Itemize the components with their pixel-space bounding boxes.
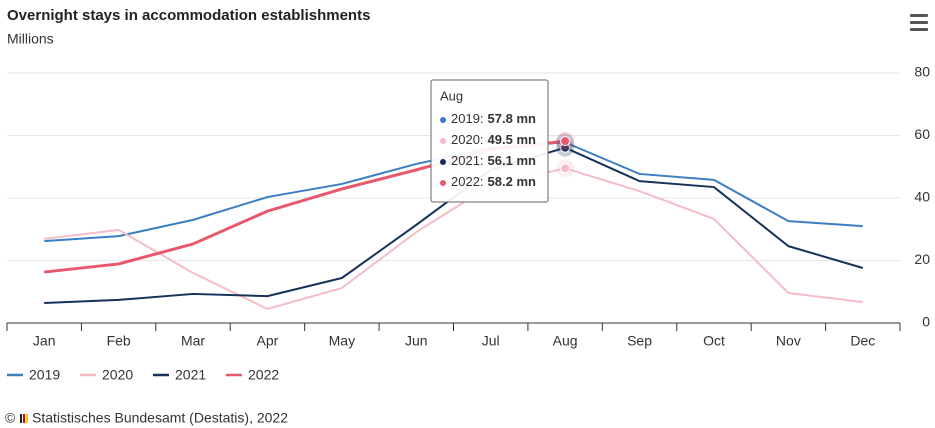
x-tick-label: Jul bbox=[482, 333, 500, 349]
legend-label: 2020 bbox=[102, 367, 133, 383]
tooltip-row: 2020: 49.5 mn bbox=[451, 132, 536, 147]
legend-label: 2019 bbox=[29, 367, 60, 383]
tooltip-row: 2021: 56.1 mn bbox=[451, 153, 536, 168]
tooltip-label: 2020: bbox=[451, 132, 484, 147]
x-tick-label: Sep bbox=[627, 333, 652, 349]
x-tick-label: Jun bbox=[405, 333, 428, 349]
point-marker bbox=[560, 136, 571, 147]
logo-bar bbox=[23, 414, 25, 423]
x-tick-label: Apr bbox=[257, 333, 279, 349]
tooltip-dot bbox=[440, 138, 446, 144]
tooltip-title: Aug bbox=[440, 88, 463, 103]
y-tick-label: 20 bbox=[914, 251, 930, 267]
chart-title: Overnight stays in accommodation establi… bbox=[7, 7, 370, 24]
x-tick-label: Feb bbox=[107, 333, 131, 349]
tooltip-dot bbox=[440, 159, 446, 165]
tooltip-box bbox=[430, 79, 549, 203]
menu-bar bbox=[910, 14, 928, 17]
legend-label: 2022 bbox=[248, 367, 279, 383]
x-tick-label: Dec bbox=[850, 333, 875, 349]
series-line bbox=[44, 167, 863, 310]
x-tick-label: Aug bbox=[553, 333, 578, 349]
tooltip-value: 57.8 mn bbox=[488, 111, 536, 126]
tooltip-value: 56.1 mn bbox=[488, 153, 536, 168]
legend-label: 2021 bbox=[175, 367, 206, 383]
x-tick-label: Jan bbox=[33, 333, 56, 349]
x-tick-label: May bbox=[329, 333, 355, 349]
menu-bar bbox=[910, 28, 928, 31]
tooltip-value: 49.5 mn bbox=[488, 132, 536, 147]
copyright: © bbox=[5, 410, 16, 426]
credit: Statistisches Bundesamt (Destatis), 2022 bbox=[32, 410, 288, 426]
x-tick-label: Oct bbox=[703, 333, 725, 349]
tooltip-dot bbox=[440, 117, 446, 123]
tooltip-dot bbox=[440, 180, 446, 186]
y-tick-label: 60 bbox=[914, 126, 930, 142]
tooltip-row: 2019: 57.8 mn bbox=[451, 111, 536, 126]
menu-button[interactable] bbox=[910, 14, 928, 31]
tooltip-value: 58.2 mn bbox=[488, 174, 536, 189]
x-tick-label: Nov bbox=[776, 333, 801, 349]
logo-bar bbox=[26, 414, 28, 423]
tooltip-row: 2022: 58.2 mn bbox=[451, 174, 536, 189]
y-tick-label: 40 bbox=[914, 189, 930, 205]
y-tick-label: 0 bbox=[922, 314, 930, 330]
tooltip-label: 2021: bbox=[451, 153, 484, 168]
tooltip-label: 2019: bbox=[451, 111, 484, 126]
point-marker bbox=[560, 163, 571, 174]
y-tick-label: 80 bbox=[914, 64, 930, 80]
logo-bar bbox=[20, 414, 22, 423]
tooltip-label: 2022: bbox=[451, 174, 484, 189]
menu-bar bbox=[910, 21, 928, 24]
x-tick-label: Mar bbox=[181, 333, 205, 349]
chart-subtitle: Millions bbox=[7, 31, 54, 47]
